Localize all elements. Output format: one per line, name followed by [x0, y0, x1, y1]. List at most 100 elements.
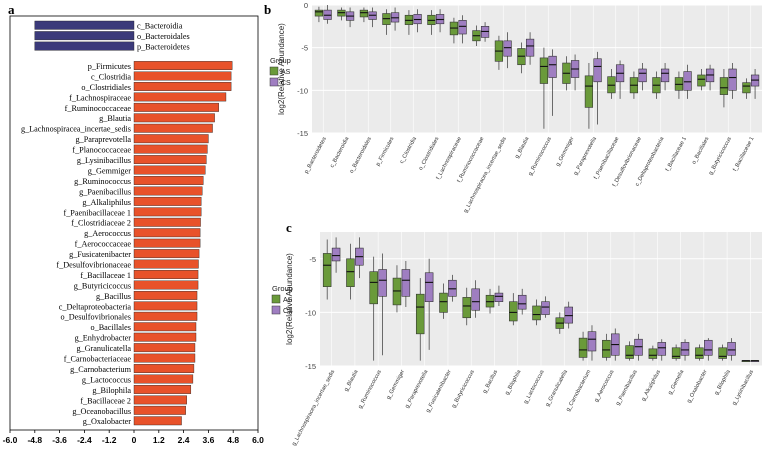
panelC-box-AS-g_Bilophila: [718, 347, 727, 359]
panelB-box-CS-g_Butyricicoccus: [728, 68, 737, 91]
x-tick-label-a: -6.0: [3, 435, 18, 445]
bar-label-f_Ruminococcaceae: f_Ruminococcaceae: [65, 104, 132, 113]
bar-label-o_Bacteroidales: o_Bacteroidales: [137, 32, 190, 41]
bar-f_Paenibacillaceae 1: [133, 207, 202, 217]
panelC-legend-title: Group: [272, 284, 293, 293]
panelC-box-AS-g_Fusicatenibacter: [439, 292, 448, 313]
panelB-x-tick-label: c_Bacteroidia: [329, 135, 351, 169]
bar-label-g_Lachnospiracea_incertae_sedis: g_Lachnospiracea_incertae_sedis: [21, 125, 131, 134]
panelB-x-tick-label: o_Bacillales: [691, 136, 710, 165]
panelC-box-AS-g_Oxalobacter: [695, 347, 704, 359]
panelC-x-tick-label: g_Paenibacillus: [615, 369, 639, 407]
bar-label-g_Ruminococcus: g_Ruminococcus: [74, 177, 131, 186]
panelC-box-CS-g_Paraprevotella: [424, 272, 434, 302]
panelC-box-CS-g_Bilophila: [727, 342, 736, 356]
panelB-box-CS-f_Bacillaceae 1: [683, 71, 692, 91]
panelC-x-tick-label: g_Aerococcus: [594, 369, 616, 403]
panelB-x-tick-label: g_Ruminococcus: [528, 136, 554, 177]
panelC-box-CS-g_Oxalobacter: [704, 339, 713, 356]
panelC-box-AS-g_Carnobacterium: [578, 337, 588, 358]
bar-f_Clostridiaceae 2: [133, 217, 201, 227]
panelC-legend-label-CS: CS: [283, 308, 293, 315]
bar-label-o_Bacillales: o_Bacillales: [91, 323, 131, 332]
panelB-box-AS-g_Paraprevotella: [584, 75, 594, 108]
panel-b-boxplot: 0-5-10-15p_Bacteroidetes c_Bacteroidiao_B…: [269, 1, 762, 214]
bar-label-p_Firmicutes: p_Firmicutes: [88, 62, 131, 71]
panelC-box-CS-g_Lachnospiracea_incertae_sedis: [331, 247, 341, 262]
panelB-y-tick-label: -10: [297, 86, 308, 95]
panelC-box-AS-g_Alkaliphilus: [648, 348, 658, 359]
panelC-x-tick-label: g_Lachnospiracea_incertae_sedis: [291, 369, 336, 447]
panelC-legend-swatch-AS: [271, 294, 281, 304]
bar-label-g_Fusicatenibacter: g_Fusicatenibacter: [69, 250, 131, 259]
bar-label-g_Enhydrobacter: g_Enhydrobacter: [75, 334, 132, 343]
bar-g_Granulicatella: [133, 343, 196, 353]
panelB-box-AS-g_Butyricicoccus: [719, 77, 729, 95]
bar-g_Oceanobacillus: [133, 405, 186, 415]
panelB-x-tick-label: f_Lachnospiraceae: [436, 136, 463, 181]
panelC-legend-swatch-CS: [271, 305, 281, 315]
bar-g_Bilophila: [133, 385, 192, 394]
bar-g_Carnobacterium: [133, 364, 195, 373]
bar-label-f_Bacillaceae 1: f_Bacillaceae 1: [80, 271, 131, 280]
panelC-x-tick-label: g_Ruminococcus: [357, 369, 383, 410]
bar-f_Carnobacteriaceae: [133, 353, 196, 363]
bar-label-g_Aerococcus: g_Aerococcus: [84, 229, 131, 238]
bar-label-c_Deltaproteobacteria: c_Deltaproteobacteria: [59, 302, 132, 311]
bar-label-f_Planococcaceae: f_Planococcaceae: [72, 146, 131, 155]
panelB-legend-label-AS: AS: [281, 69, 291, 76]
panelC-legend-label-AS: AS: [283, 297, 293, 304]
bar-label-f_Aerococcaceae: f_Aerococcaceae: [75, 240, 132, 249]
panelC-box-AS-g_Blautia: [346, 258, 355, 287]
panelC-box-AS-g_Lachnospiracea_incertae_sedis: [322, 253, 332, 287]
bar-g_Lysinibacillus: [133, 155, 207, 165]
bar-o_Desulfovibrionales: [133, 311, 198, 321]
bar-g_Paraprevotella: [133, 134, 209, 144]
bar-label-f_Carnobacteriaceae: f_Carnobacteriaceae: [64, 355, 132, 364]
panelB-box-AS-g_Ruminococcus: [539, 57, 549, 84]
bar-label-p_Bacteroidetes: p_Bacteroidetes: [137, 43, 190, 52]
bar-f_Planococcaceae: [133, 144, 208, 154]
panelC-box-AS-g_Ruminococcus: [369, 271, 378, 305]
bar-g_Ruminococcus: [133, 176, 204, 185]
panelC-x-tick-label: g_Granulicatella: [545, 368, 570, 407]
panelC-box-AS-g_Paenibacillus: [625, 345, 634, 359]
panelC-x-tick-label: g_Fusicatenibacter: [425, 369, 453, 414]
bar-f_Lachnospiraceae: [133, 92, 227, 102]
panelB-x-tick-label: o_Clostridiales: [418, 136, 441, 171]
panelC-box-CS-g_Carnobacterium: [587, 331, 597, 352]
panelB-x-tick-label: o_Bacteroidales: [349, 136, 373, 174]
panelB-legend-title: Group: [270, 56, 291, 65]
panelC-box-AS-g_Aerococcus: [602, 339, 611, 358]
bar-g_Enhydrobacter: [133, 332, 197, 342]
panelC-x-tick-label: g_Gemmiger: [386, 369, 407, 400]
panelB-x-tick-label: p_Firmicutes: [375, 136, 395, 167]
bar-f_Bacillaceae 2: [133, 395, 187, 405]
bar-label-g_Oxalobacter: g_Oxalobacter: [83, 417, 131, 426]
panelC-box-AS-g_Bilophila: [509, 301, 518, 322]
bar-g_Gemmiger: [133, 165, 206, 175]
x-tick-label-a: 4.8: [227, 435, 239, 445]
panelC-x-tick-label: g_Lysinibacillus: [732, 369, 756, 406]
panelC-box-CS-g_Butyricicoccus: [471, 288, 480, 311]
panelC-box-AS-g_Lactococcus: [532, 305, 541, 321]
bar-label-f_Lachnospiraceae: f_Lachnospiraceae: [69, 93, 131, 102]
panelB-box-AS-o_Bacillales: [697, 74, 706, 87]
bar-o_Bacillales: [133, 322, 197, 332]
x-tick-label-a: 0: [132, 435, 137, 445]
panelB-x-tick-label: g_Lachnospiracea_incertae_sedis: [463, 136, 508, 214]
bar-label-g_Paenibacillus: g_Paenibacillus: [79, 187, 131, 196]
panelB-box-CS-f_Desulfovibrionaceae: [638, 68, 647, 83]
panelC-y-tick-label: -10: [305, 308, 316, 317]
panelC-x-tick-label: g_Carnobacterium: [565, 369, 592, 413]
bar-label-c_Bacteroidia: c_Bacteroidia: [137, 22, 183, 31]
panelB-box-CS-g_Lachnospiracea_incertae_sedis: [503, 40, 512, 57]
panelC-x-tick-label: g_Blautia: [343, 368, 360, 392]
panelB-box-AS-p_Bacteroidetes: [314, 9, 324, 17]
panel-b-label: b: [264, 2, 271, 17]
bar-g_Fusicatenibacter: [133, 249, 200, 259]
panelB-legend-swatch-AS: [269, 66, 279, 76]
panelC-box-AS-g_Paraprevotella: [415, 293, 425, 335]
